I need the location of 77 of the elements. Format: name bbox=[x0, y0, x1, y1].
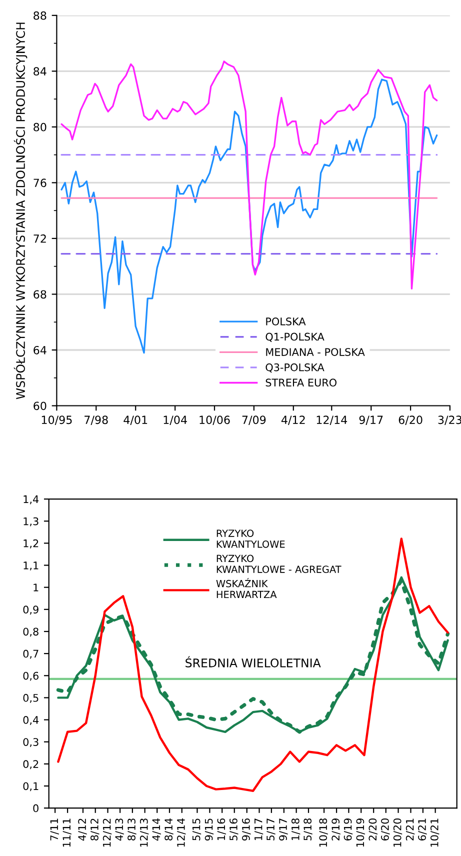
line-series bbox=[57, 538, 449, 792]
y-tick-label: 76 bbox=[34, 178, 46, 188]
x-tick-label: 7/09 bbox=[242, 416, 266, 425]
legend-label: STREFA EURO bbox=[266, 378, 336, 387]
x-tick-label: 10/06 bbox=[200, 416, 230, 425]
y-tick-label: 0,4 bbox=[23, 716, 39, 725]
legend-label: WSKAŹNIK HERWARTZA bbox=[216, 578, 277, 598]
y-tick-label: 1,3 bbox=[24, 517, 38, 526]
x-tick-label: 7/98 bbox=[84, 416, 108, 425]
x-tick-label: 10/21 bbox=[430, 818, 440, 847]
y-tick-label: 1,1 bbox=[24, 562, 38, 570]
x-tick-label: 4/12 bbox=[78, 818, 87, 841]
x-tick-label: 12/12 bbox=[102, 818, 112, 847]
x-tick-label: 12/14 bbox=[177, 818, 186, 847]
x-tick-label: 10/20 bbox=[393, 818, 402, 847]
y-tick-label: 1 bbox=[34, 584, 38, 592]
y-tick-label: 1,4 bbox=[24, 495, 39, 504]
x-tick-label: 7/11 bbox=[50, 818, 59, 840]
x-tick-label: 2/20 bbox=[368, 818, 378, 840]
y-tick-label: 64 bbox=[34, 346, 46, 354]
y-tick-label: 0,5 bbox=[23, 694, 38, 703]
x-tick-label: 1/04 bbox=[164, 416, 187, 425]
x-tick-label: 9/16 bbox=[242, 818, 251, 841]
y-tick-label: 0,1 bbox=[23, 782, 38, 792]
x-tick-label: 2/21 bbox=[406, 818, 415, 840]
x-tick-label: 6/20 bbox=[381, 818, 390, 840]
y-tick-label: 0,2 bbox=[23, 760, 38, 770]
x-tick-label: 9/15 bbox=[204, 818, 214, 841]
legend-label: RYZYKO KWANTYLOWE - AGREGAT bbox=[216, 554, 342, 573]
x-tick-label: 6/19 bbox=[344, 818, 353, 840]
x-tick-label: 5/17 bbox=[266, 818, 276, 840]
ref-line-label: ŚREDNIA WIELOLETNIA bbox=[186, 656, 321, 668]
x-tick-label: 1/17 bbox=[254, 818, 264, 840]
legend-label: Q3-POLSKA bbox=[266, 363, 324, 372]
y-tick-label: 60 bbox=[34, 402, 46, 410]
x-tick-label: 12/14 bbox=[316, 416, 348, 425]
x-tick-label: 8/12 bbox=[90, 818, 100, 840]
line-series bbox=[60, 78, 438, 354]
y-tick-label: 68 bbox=[34, 290, 46, 299]
x-tick-label: 9/17 bbox=[279, 818, 288, 841]
y-tick-label: 84 bbox=[34, 67, 46, 76]
x-tick-label: 1/16 bbox=[217, 818, 226, 840]
y-tick-label: 72 bbox=[34, 234, 46, 243]
x-tick-label: 10/95 bbox=[42, 416, 72, 425]
y-tick-label: 0,8 bbox=[23, 628, 38, 637]
y-tick-label: 88 bbox=[34, 11, 46, 20]
legend-label: POLSKA bbox=[266, 318, 306, 326]
y-tick-label: 80 bbox=[34, 122, 46, 132]
y-tick-label: 0,7 bbox=[23, 650, 38, 659]
x-tick-label: 12/13 bbox=[140, 818, 149, 847]
legend-label: Q1-POLSKA bbox=[266, 332, 324, 342]
x-tick-label: 5/16 bbox=[230, 818, 238, 840]
y-axis-title: WSPÓŁCZYNNIK WYKORZYSTANIA ZDOLNOŚCI PRODUKCYJNYCH bbox=[14, 22, 28, 400]
x-tick-label: 5/18 bbox=[304, 818, 312, 840]
x-tick-label: 2/19 bbox=[332, 818, 340, 840]
x-tick-label: 4/14 bbox=[152, 818, 161, 841]
x-tick-label: 10/19 bbox=[356, 818, 365, 847]
x-tick-label: 11/11 bbox=[62, 818, 72, 847]
x-tick-label: 1/18 bbox=[291, 818, 300, 840]
x-tick-label: 6/20 bbox=[398, 416, 422, 425]
y-tick-label: 0,9 bbox=[23, 606, 38, 615]
x-tick-label: 9/17 bbox=[359, 416, 383, 425]
x-tick-label: 4/01 bbox=[124, 416, 148, 425]
x-tick-label: 4/12 bbox=[281, 416, 305, 425]
y-tick-label: 0,3 bbox=[23, 738, 38, 748]
x-tick-label: 4/13 bbox=[115, 818, 124, 841]
y-tick-label: 0 bbox=[33, 804, 38, 812]
x-tick-label: 8/13 bbox=[128, 818, 136, 840]
x-tick-label: 6/21 bbox=[418, 818, 427, 840]
y-tick-label: 1,2 bbox=[24, 539, 38, 548]
y-tick-label: 0,6 bbox=[23, 672, 38, 681]
x-tick-label: 8/14 bbox=[164, 818, 174, 840]
legend-label: RYZYKO KWANTYLOWE bbox=[216, 530, 285, 548]
x-tick-label: 5/15 bbox=[192, 818, 202, 840]
line-series bbox=[60, 60, 438, 290]
legend-label: MEDIANA - POLSKA bbox=[266, 348, 365, 356]
x-tick-label: 10/18 bbox=[319, 818, 328, 847]
